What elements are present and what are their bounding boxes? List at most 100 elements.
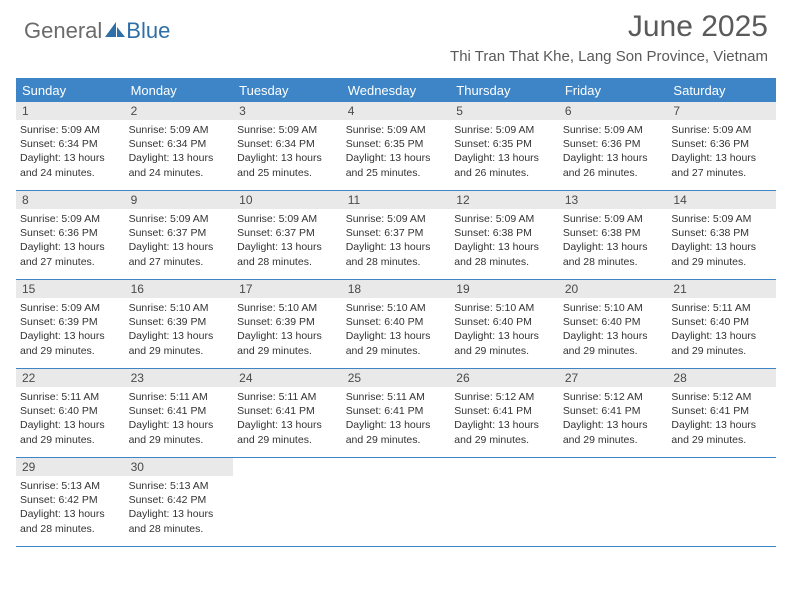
- day-number: 23: [131, 371, 228, 385]
- daylight-line: Daylight: 13 hours and 28 minutes.: [563, 240, 664, 268]
- day-cell: 22Sunrise: 5:11 AMSunset: 6:40 PMDayligh…: [16, 369, 125, 457]
- daylight-line: Daylight: 13 hours and 29 minutes.: [346, 418, 447, 446]
- daylight-line: Daylight: 13 hours and 28 minutes.: [454, 240, 555, 268]
- day-number: 9: [131, 193, 228, 207]
- daynum-wrap: 5: [450, 102, 559, 120]
- logo: General Blue: [24, 18, 170, 44]
- empty-cell: [450, 458, 559, 546]
- sunrise-line: Sunrise: 5:09 AM: [671, 212, 772, 226]
- daynum-wrap: 28: [667, 369, 776, 387]
- sunrise-line: Sunrise: 5:09 AM: [346, 212, 447, 226]
- day-number: 8: [22, 193, 119, 207]
- sunrise-line: Sunrise: 5:12 AM: [563, 390, 664, 404]
- sunset-line: Sunset: 6:41 PM: [129, 404, 230, 418]
- day-number: 27: [565, 371, 662, 385]
- daylight-line: Daylight: 13 hours and 26 minutes.: [563, 151, 664, 179]
- empty-cell: [342, 458, 451, 546]
- day-number: 13: [565, 193, 662, 207]
- sunrise-line: Sunrise: 5:09 AM: [20, 123, 121, 137]
- day-number: 10: [239, 193, 336, 207]
- day-number: 3: [239, 104, 336, 118]
- day-number: 5: [456, 104, 553, 118]
- day-number: 19: [456, 282, 553, 296]
- weekday-cell: Friday: [559, 80, 668, 102]
- daynum-wrap: 1: [16, 102, 125, 120]
- daynum-wrap: 18: [342, 280, 451, 298]
- sunrise-line: Sunrise: 5:09 AM: [346, 123, 447, 137]
- sunrise-line: Sunrise: 5:09 AM: [454, 123, 555, 137]
- day-number: 6: [565, 104, 662, 118]
- location-text: Thi Tran That Khe, Lang Son Province, Vi…: [450, 48, 768, 65]
- day-cell: 12Sunrise: 5:09 AMSunset: 6:38 PMDayligh…: [450, 191, 559, 279]
- day-number: 26: [456, 371, 553, 385]
- sunrise-line: Sunrise: 5:11 AM: [20, 390, 121, 404]
- day-cell: 30Sunrise: 5:13 AMSunset: 6:42 PMDayligh…: [125, 458, 234, 546]
- day-number: 24: [239, 371, 336, 385]
- sunrise-line: Sunrise: 5:10 AM: [237, 301, 338, 315]
- empty-cell: [233, 458, 342, 546]
- daynum-wrap: 30: [125, 458, 234, 476]
- sunrise-line: Sunrise: 5:11 AM: [129, 390, 230, 404]
- day-number: 12: [456, 193, 553, 207]
- weekday-cell: Thursday: [450, 80, 559, 102]
- sunrise-line: Sunrise: 5:09 AM: [563, 123, 664, 137]
- day-cell: 11Sunrise: 5:09 AMSunset: 6:37 PMDayligh…: [342, 191, 451, 279]
- daylight-line: Daylight: 13 hours and 29 minutes.: [129, 418, 230, 446]
- day-cell: 16Sunrise: 5:10 AMSunset: 6:39 PMDayligh…: [125, 280, 234, 368]
- day-number: 30: [131, 460, 228, 474]
- daynum-wrap: 13: [559, 191, 668, 209]
- logo-text-blue: Blue: [126, 18, 170, 44]
- sunset-line: Sunset: 6:36 PM: [20, 226, 121, 240]
- daynum-wrap: 23: [125, 369, 234, 387]
- sunrise-line: Sunrise: 5:13 AM: [20, 479, 121, 493]
- sunset-line: Sunset: 6:38 PM: [454, 226, 555, 240]
- daynum-wrap: 16: [125, 280, 234, 298]
- day-number: 16: [131, 282, 228, 296]
- day-cell: 9Sunrise: 5:09 AMSunset: 6:37 PMDaylight…: [125, 191, 234, 279]
- sunset-line: Sunset: 6:37 PM: [237, 226, 338, 240]
- daylight-line: Daylight: 13 hours and 29 minutes.: [454, 418, 555, 446]
- sunset-line: Sunset: 6:41 PM: [237, 404, 338, 418]
- sunset-line: Sunset: 6:37 PM: [346, 226, 447, 240]
- day-cell: 26 Sunrise: 5:12 AMSunset: 6:41 PMDayligh…: [450, 369, 559, 457]
- sunrise-line: Sunrise: 5:10 AM: [129, 301, 230, 315]
- calendar: SundayMondayTuesdayWednesdayThursdayFrid…: [16, 78, 776, 547]
- sunrise-line: Sunrise: 5:12 AM: [454, 390, 555, 404]
- daylight-line: Daylight: 13 hours and 28 minutes.: [20, 507, 121, 535]
- day-cell: 19Sunrise: 5:10 AMSunset: 6:40 PMDayligh…: [450, 280, 559, 368]
- sunset-line: Sunset: 6:36 PM: [563, 137, 664, 151]
- sunrise-line: Sunrise: 5:11 AM: [346, 390, 447, 404]
- weekday-header-row: SundayMondayTuesdayWednesdayThursdayFrid…: [16, 80, 776, 102]
- day-number: 1: [22, 104, 119, 118]
- day-number: 7: [673, 104, 770, 118]
- daylight-line: Daylight: 13 hours and 25 minutes.: [346, 151, 447, 179]
- daylight-line: Daylight: 13 hours and 27 minutes.: [671, 151, 772, 179]
- day-number: 17: [239, 282, 336, 296]
- daynum-wrap: 3: [233, 102, 342, 120]
- sunset-line: Sunset: 6:41 PM: [454, 404, 555, 418]
- day-cell: 29Sunrise: 5:13 AMSunset: 6:42 PMDayligh…: [16, 458, 125, 546]
- day-cell: 3Sunrise: 5:09 AMSunset: 6:34 PMDaylight…: [233, 102, 342, 190]
- sunrise-line: Sunrise: 5:13 AM: [129, 479, 230, 493]
- sunset-line: Sunset: 6:41 PM: [346, 404, 447, 418]
- sunrise-line: Sunrise: 5:11 AM: [671, 301, 772, 315]
- sunset-line: Sunset: 6:40 PM: [563, 315, 664, 329]
- daynum-wrap: 26: [450, 369, 559, 387]
- day-number: 29: [22, 460, 119, 474]
- day-number: 28: [673, 371, 770, 385]
- sunrise-line: Sunrise: 5:09 AM: [129, 123, 230, 137]
- daynum-wrap: 12: [450, 191, 559, 209]
- day-cell: 27Sunrise: 5:12 AMSunset: 6:41 PMDayligh…: [559, 369, 668, 457]
- day-cell: 2Sunrise: 5:09 AMSunset: 6:34 PMDaylight…: [125, 102, 234, 190]
- day-number: 15: [22, 282, 119, 296]
- daylight-line: Daylight: 13 hours and 29 minutes.: [237, 418, 338, 446]
- sunset-line: Sunset: 6:40 PM: [671, 315, 772, 329]
- daylight-line: Daylight: 13 hours and 24 minutes.: [129, 151, 230, 179]
- daylight-line: Daylight: 13 hours and 27 minutes.: [129, 240, 230, 268]
- sunset-line: Sunset: 6:41 PM: [563, 404, 664, 418]
- sunset-line: Sunset: 6:40 PM: [346, 315, 447, 329]
- sunset-line: Sunset: 6:42 PM: [129, 493, 230, 507]
- day-cell: 18Sunrise: 5:10 AMSunset: 6:40 PMDayligh…: [342, 280, 451, 368]
- sunset-line: Sunset: 6:40 PM: [20, 404, 121, 418]
- day-cell: 25Sunrise: 5:11 AMSunset: 6:41 PMDayligh…: [342, 369, 451, 457]
